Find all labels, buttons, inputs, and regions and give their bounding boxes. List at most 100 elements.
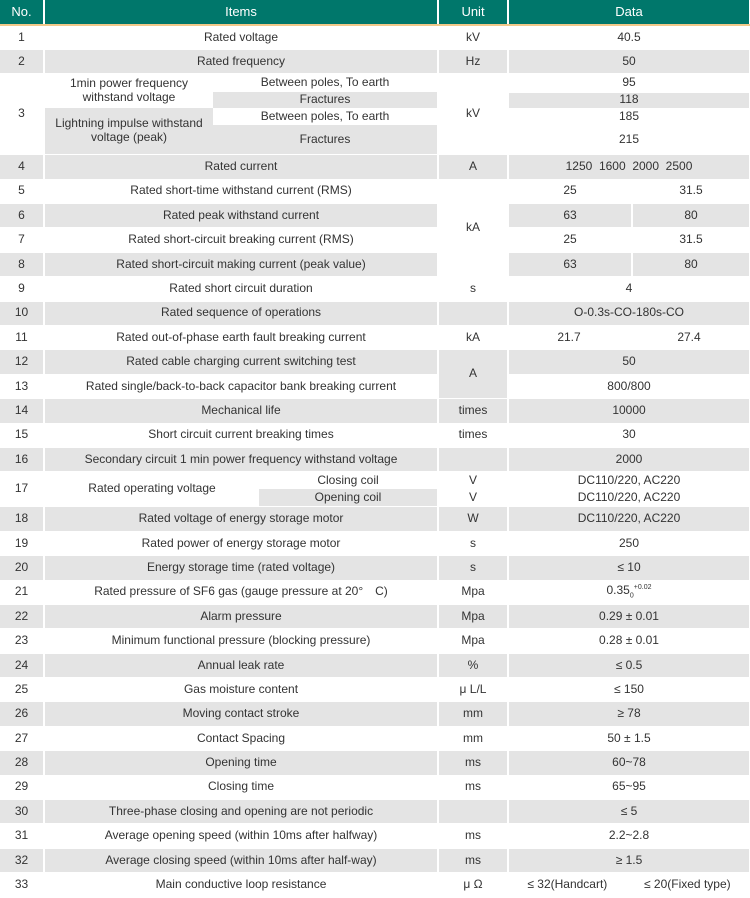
- data-a: 21.7: [557, 329, 581, 344]
- no: 32: [0, 848, 45, 874]
- table-row: 33 Main conductive loop resistance μ Ω ≤ 32…: [0, 872, 750, 898]
- unit: s: [438, 531, 509, 557]
- unit: V: [438, 471, 509, 490]
- data: ≤ 10: [508, 555, 750, 581]
- data-base: 0.35: [606, 583, 630, 597]
- no: 31: [0, 823, 45, 849]
- data: 4: [508, 276, 750, 302]
- unit: ms: [438, 750, 509, 776]
- no: 28: [0, 750, 45, 776]
- data: 40.5: [508, 25, 750, 50]
- table-row: 23 Minimum functional pressure (blocking …: [0, 628, 750, 654]
- unit: ms: [438, 823, 509, 849]
- data: 1250 1600 2000 2500: [508, 154, 750, 180]
- unit: W: [438, 506, 509, 532]
- item: Closing time: [44, 775, 439, 801]
- table-row: 31 Average opening speed (within 10ms aft…: [0, 823, 750, 849]
- unit: ms: [438, 848, 509, 874]
- table-row: 13 Rated single/back-to-back capacitor ba…: [0, 374, 750, 400]
- item: Moving contact stroke: [44, 701, 439, 727]
- table-row: 20 Energy storage time (rated voltage) s ≤ …: [0, 555, 750, 581]
- data-b: 80: [632, 203, 750, 229]
- data-b: 31.5: [632, 227, 750, 253]
- unit: Mpa: [438, 580, 509, 605]
- item: Rated short circuit duration: [44, 276, 439, 302]
- data: ≤ 32(Handcart) ≤ 20(Fixed type): [508, 872, 750, 898]
- unit: V: [438, 489, 509, 508]
- data-a: 63: [508, 203, 633, 229]
- item: Rated single/back-to-back capacitor bank…: [44, 374, 439, 400]
- item: Short circuit current breaking times: [44, 423, 439, 448]
- table-row: 4 Rated current A 1250 1600 2000 2500: [0, 154, 750, 180]
- item: Rated current: [44, 154, 439, 180]
- item: Rated short-circuit making current (peak…: [44, 252, 439, 278]
- unit: kV: [438, 73, 509, 156]
- data: 0.350+0.02: [508, 580, 750, 605]
- no: 18: [0, 506, 45, 532]
- unit: s: [438, 276, 509, 302]
- data: 118: [508, 92, 750, 109]
- data: 50: [508, 49, 750, 75]
- data: 185: [508, 108, 750, 126]
- group-label: 1min power frequency withstand voltage: [69, 76, 189, 105]
- no: 6: [0, 203, 45, 229]
- no: 13: [0, 374, 45, 400]
- no: 21: [0, 580, 45, 605]
- data: 2.2~2.8: [508, 823, 750, 849]
- unit: mm: [438, 726, 509, 752]
- item: Rated pressure of SF6 gas (gauge pressur…: [44, 580, 439, 605]
- no: 24: [0, 653, 45, 679]
- item-group: 1min power frequency withstand voltage B…: [44, 73, 439, 156]
- no: 4: [0, 154, 45, 180]
- table-row: 17 Rated operating voltage Closing coil …: [0, 471, 750, 508]
- no: 19: [0, 531, 45, 557]
- table-row: 27 Contact Spacing mm 50 ± 1.5: [0, 726, 750, 752]
- data: 250: [508, 531, 750, 557]
- table-row: 24 Annual leak rate% ≤ 0.5: [0, 653, 750, 679]
- header-row: No. Items Unit Data: [0, 0, 750, 26]
- no: 17: [0, 471, 45, 508]
- item: Rated frequency: [44, 49, 439, 75]
- no: 9: [0, 276, 45, 302]
- item: Contact Spacing: [44, 726, 439, 752]
- header-unit: Unit: [438, 0, 509, 26]
- item-group: Rated operating voltage Closing coil Ope…: [44, 471, 439, 508]
- table-row: 15 Short circuit current breaking times ti…: [0, 423, 750, 448]
- table-row: 16 Secondary circuit 1 min power frequenc…: [0, 447, 750, 473]
- table-row: 9 Rated short circuit duration s 4: [0, 276, 750, 302]
- data: 95: [508, 73, 750, 93]
- table-row: 12 Rated cable charging current switching…: [0, 349, 750, 400]
- data: ≤ 0.5: [508, 653, 750, 679]
- unit: μ Ω: [438, 872, 509, 898]
- unit: [438, 447, 509, 473]
- unit: [438, 301, 509, 327]
- group-label: Rated operating voltage: [88, 481, 216, 496]
- data-lower-tolerance: 0: [629, 592, 634, 600]
- data-b: 27.4: [677, 329, 701, 344]
- data: 0.29 ± 0.01: [508, 604, 750, 630]
- table-row: 26 Moving contact stroke mm ≥ 78: [0, 701, 750, 727]
- no: 2: [0, 49, 45, 75]
- no: 20: [0, 555, 45, 581]
- data: ≥ 78: [508, 701, 750, 727]
- data: 215: [508, 125, 750, 156]
- table-row: 2 Rated frequency Hz 50: [0, 49, 750, 75]
- item: Rated voltage: [44, 25, 439, 50]
- no: 7: [0, 227, 45, 253]
- sub-item: Opening coil: [259, 489, 437, 507]
- item: Annual leak rate: [44, 653, 439, 679]
- data: 2000: [508, 447, 750, 473]
- sub-item: Fractures: [213, 92, 437, 109]
- item: Secondary circuit 1 min power frequency …: [44, 447, 439, 473]
- no: 27: [0, 726, 45, 752]
- table-row: 5 Rated short-time withstand current (RMS…: [0, 179, 750, 278]
- unit: Mpa: [438, 604, 509, 630]
- data: O-0.3s-CO-180s-CO: [508, 301, 750, 327]
- data: 50: [508, 349, 750, 375]
- table-row: 19 Rated power of energy storage motor s 25…: [0, 531, 750, 557]
- unit: μ L/L: [438, 677, 509, 703]
- item: Alarm pressure: [44, 604, 439, 630]
- item: Opening time: [44, 750, 439, 776]
- unit: [438, 799, 509, 825]
